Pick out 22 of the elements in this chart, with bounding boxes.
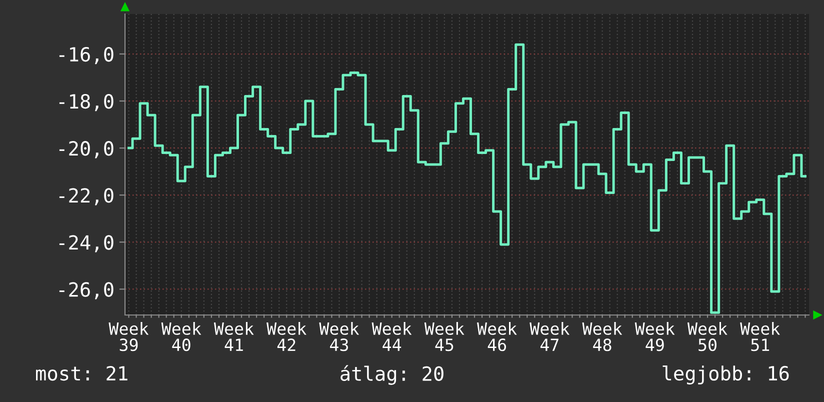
text: legjobb: 16 (662, 365, 789, 385)
text: most: 21 (36, 366, 128, 381)
x-tick-label: Week 39 (108, 322, 149, 352)
x-tick-label: Week 45 (424, 322, 464, 352)
y-tick-label: -24,0 (59, 235, 114, 252)
text: átlag: 20 (340, 365, 444, 385)
y-tick-label: -18,0 (59, 94, 114, 112)
x-tick-label: Week 46 (477, 322, 517, 352)
x-tick-label: Week 47 (530, 322, 570, 351)
x-tick-label: Week 44 (372, 322, 412, 351)
x-tick-label: Week 42 (266, 322, 306, 351)
x-tick-label: Week 48 (582, 322, 622, 352)
x-tick-label: Week 43 (319, 322, 360, 352)
y-tick-label: -16,0 (59, 46, 114, 64)
y-tick-label: -26,0 (59, 282, 114, 300)
x-tick-label: Week 50 (687, 322, 728, 352)
y-tick-label: -20,0 (59, 141, 114, 158)
y-tick-label: -22,0 (59, 188, 114, 206)
x-tick-label: Week 51 (740, 322, 780, 352)
x-tick-label: Week 49 (634, 322, 675, 352)
x-tick-label: Week 41 (214, 322, 254, 351)
x-tick-label: Week 40 (161, 322, 202, 352)
